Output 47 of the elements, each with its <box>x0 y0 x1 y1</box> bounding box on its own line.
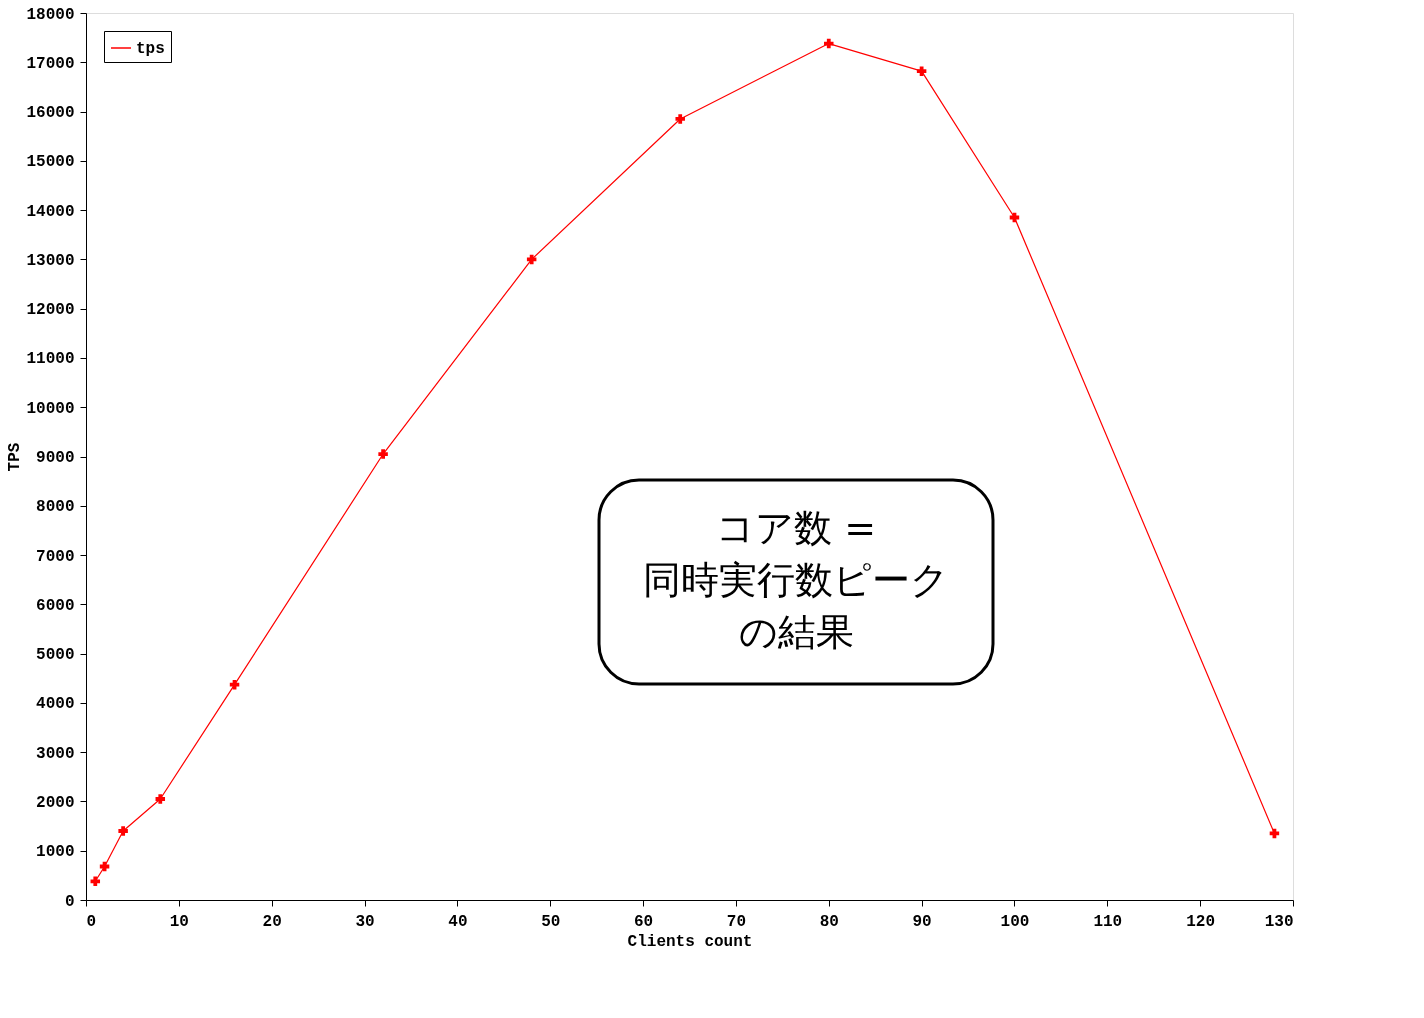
y-tick-label: 6000 <box>36 596 75 615</box>
y-tick-label: 3000 <box>36 744 75 763</box>
y-tick-label: 15000 <box>26 153 75 172</box>
y-tick-label: 5000 <box>36 646 75 665</box>
x-tick-label: 80 <box>819 912 839 931</box>
y-tick-label: 18000 <box>26 5 75 24</box>
y-tick-label: 8000 <box>36 498 75 517</box>
y-tick-label: 17000 <box>26 54 75 73</box>
x-tick-label: 100 <box>1000 912 1030 931</box>
x-tick-label: 10 <box>169 912 189 931</box>
x-tick-label: 40 <box>448 912 468 931</box>
y-tick-label: 7000 <box>36 547 75 566</box>
y-tick-label: 13000 <box>26 251 75 270</box>
y-tick-label: 9000 <box>36 449 75 467</box>
x-tick-label: 0 <box>86 912 97 931</box>
y-tick-label: 16000 <box>26 104 75 123</box>
annotation: コア数 = <box>716 506 876 550</box>
x-tick-label: 60 <box>633 912 654 931</box>
annotation: の結果 <box>738 610 854 654</box>
x-tick-label: 30 <box>355 912 375 931</box>
y-tick-label: 0 <box>64 892 75 911</box>
y-tick-label: 11000 <box>26 350 75 369</box>
legend-label: tps <box>136 40 165 58</box>
x-tick-label: 50 <box>541 912 561 931</box>
x-tick-label: 130 <box>1264 912 1294 931</box>
x-tick-label: 20 <box>262 912 282 931</box>
y-tick-label: 12000 <box>26 301 75 320</box>
x-axis-title: Clients count <box>627 932 753 951</box>
point <box>90 876 101 887</box>
y-tick-label: 2000 <box>36 793 75 812</box>
x-tick-label: 90 <box>912 912 932 931</box>
annotation: 同時実行数ピーク <box>643 558 949 602</box>
point <box>118 826 128 836</box>
x-tick-label: 70 <box>726 912 747 931</box>
y-tick-label: 4000 <box>36 695 75 714</box>
x-tick-label: 110 <box>1093 912 1123 931</box>
y-tick-label: 14000 <box>26 202 75 221</box>
point <box>675 114 685 124</box>
y-tick-label: 10000 <box>26 399 75 418</box>
point <box>378 449 388 459</box>
point <box>824 38 834 49</box>
x-tick-label: 120 <box>1186 912 1216 931</box>
point <box>155 794 166 804</box>
point <box>916 66 927 76</box>
y-tick-label: 1000 <box>36 843 75 862</box>
point <box>526 254 537 265</box>
y-axis-title: TPS <box>6 442 25 472</box>
